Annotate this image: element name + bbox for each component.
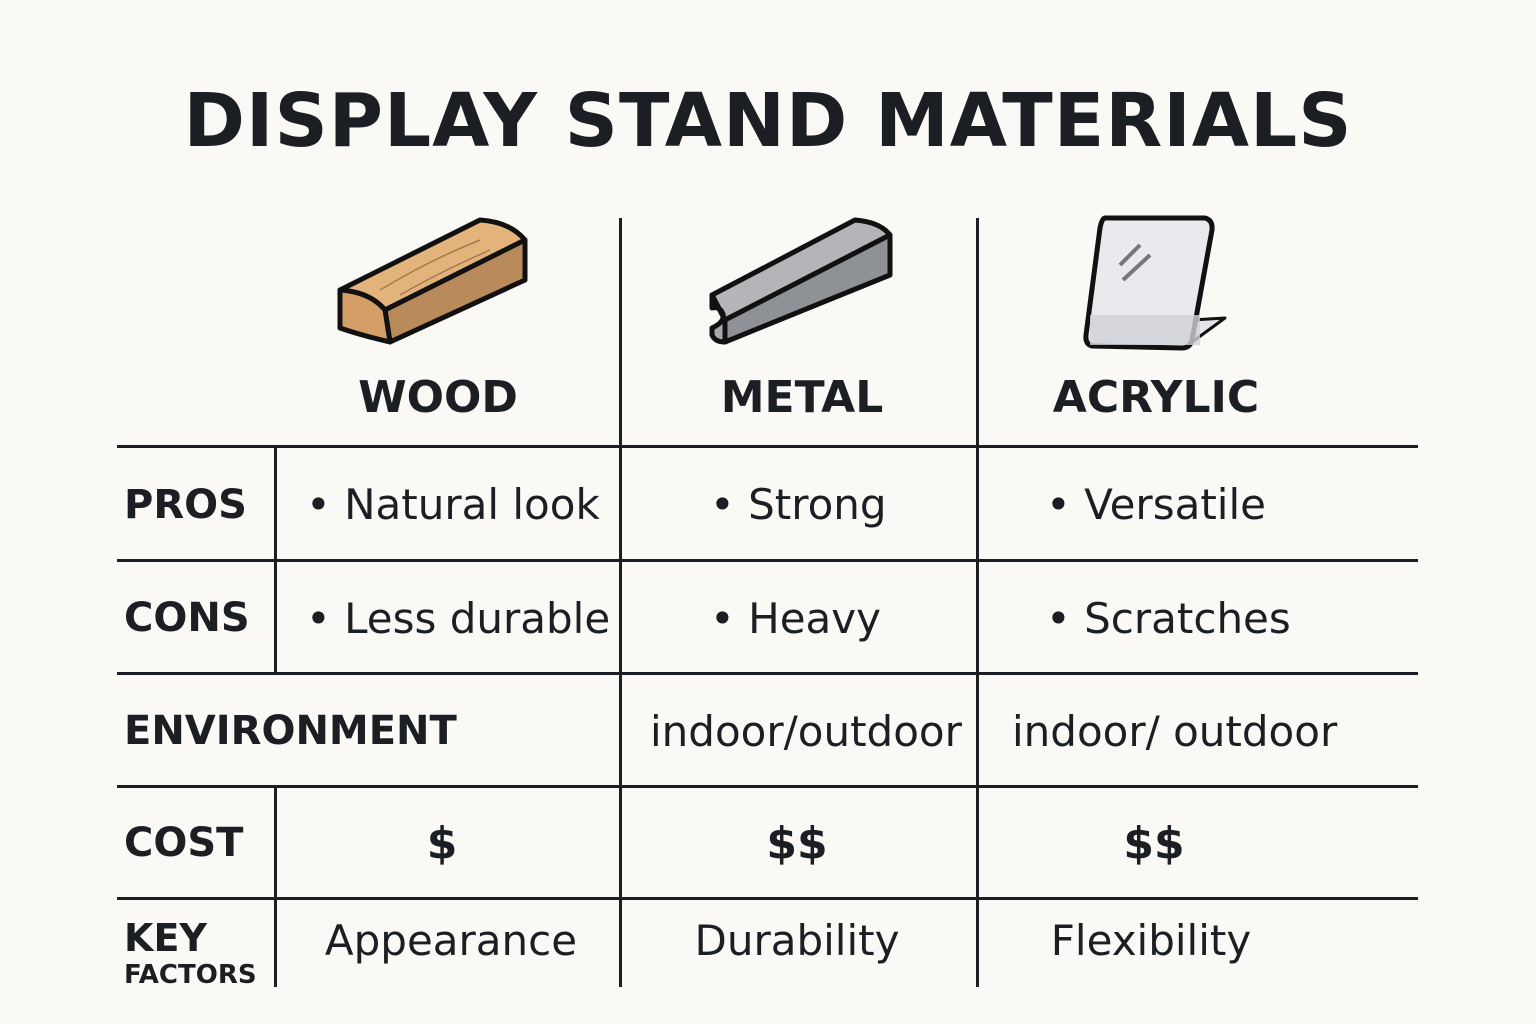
column-header-wood: WOOD [358,372,518,423]
cost-metal: $$ [766,818,828,869]
pros-wood: • Natural look [306,480,600,529]
key-factor-wood: Appearance [324,916,578,965]
cons-metal: • Heavy [710,594,881,643]
column-header-acrylic: ACRYLIC [1052,372,1260,423]
page-title: DISPLAY STAND MATERIALS [183,78,1353,164]
key-factor-metal: Durability [694,916,900,965]
row-divider [117,445,1418,448]
cons-acrylic: • Scratches [1046,594,1291,643]
column-header-metal: METAL [720,372,884,423]
pros-metal: • Strong [710,480,887,529]
row-label-environment: ENVIRONMENT [124,708,457,754]
row-label-cost: COST [124,820,244,866]
environment-metal: indoor/outdoor [650,707,962,756]
row-divider [117,672,1418,675]
acrylic-stand-icon [1083,215,1227,351]
column-divider [976,218,979,987]
row-label-divider [274,786,277,987]
metal-beam-icon [709,217,893,345]
row-label-cons: CONS [124,595,250,641]
row-divider [117,785,1418,788]
key-factor-acrylic: Flexibility [1050,916,1252,965]
wood-block-icon [337,217,528,345]
row-label-factors: FACTORS [124,960,257,990]
cons-wood: • Less durable [306,594,611,643]
row-divider [117,897,1418,900]
row-divider [117,559,1418,562]
row-label-key: KEY [124,916,207,960]
environment-acrylic: indoor/ outdoor [1012,707,1338,756]
pros-acrylic: • Versatile [1046,480,1266,529]
cost-wood: $ [426,818,458,869]
cost-acrylic: $$ [1123,818,1185,869]
row-label-pros: PROS [124,482,247,528]
column-divider [619,218,622,987]
